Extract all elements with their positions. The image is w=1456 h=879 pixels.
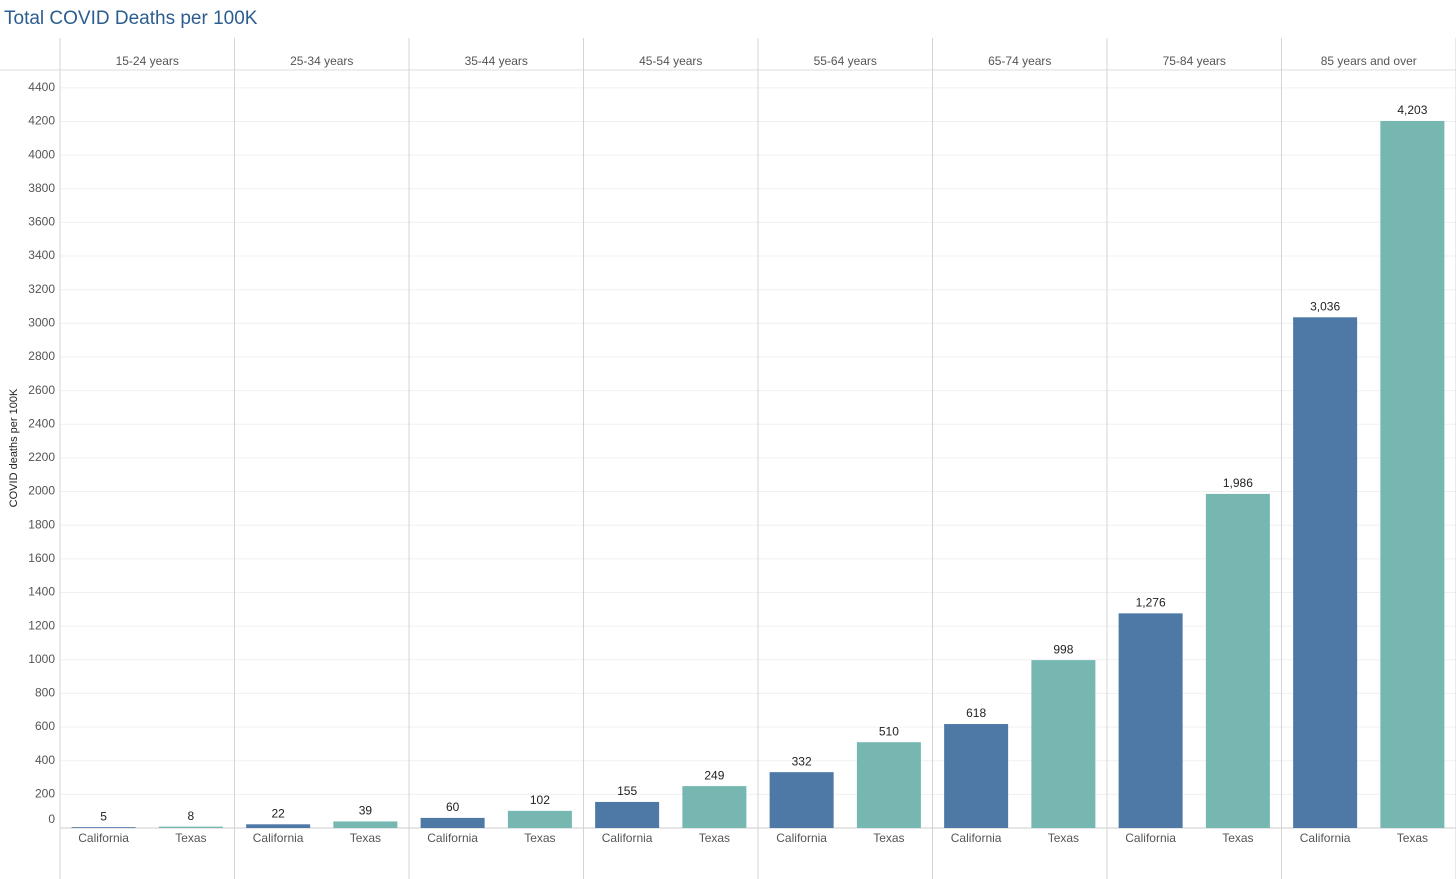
- value-label: 22: [271, 806, 285, 820]
- y-tick-label: 2200: [28, 450, 55, 464]
- value-label: 8: [188, 809, 195, 823]
- y-tick-label: 3400: [28, 248, 55, 262]
- x-tick-label: Texas: [699, 831, 730, 845]
- x-tick-label: Texas: [873, 831, 904, 845]
- x-tick-label: Texas: [175, 831, 206, 845]
- y-tick-label: 3600: [28, 215, 55, 229]
- bar: [1031, 660, 1096, 828]
- y-tick-label: 2800: [28, 349, 55, 363]
- x-tick-label: Texas: [524, 831, 555, 845]
- y-tick-label: 3200: [28, 282, 55, 296]
- value-label: 3,036: [1310, 299, 1340, 313]
- y-tick-label: 2000: [28, 484, 55, 498]
- y-tick-label: 400: [35, 753, 55, 767]
- bar: [158, 826, 223, 828]
- bar: [856, 742, 921, 828]
- value-label: 998: [1053, 642, 1073, 656]
- y-tick-label: 2400: [28, 416, 55, 430]
- y-tick-label: 4400: [28, 80, 55, 94]
- y-tick-label: 3000: [28, 316, 55, 330]
- x-tick-label: Texas: [1397, 831, 1428, 845]
- bar: [420, 817, 485, 828]
- value-label: 1,986: [1223, 476, 1253, 490]
- x-tick-label: California: [427, 831, 478, 845]
- bar: [333, 821, 398, 828]
- value-label: 155: [617, 784, 637, 798]
- value-label: 618: [966, 706, 986, 720]
- y-tick-label: 1600: [28, 551, 55, 565]
- bar: [595, 801, 660, 828]
- x-tick-label: California: [1125, 831, 1176, 845]
- y-tick-label: 1800: [28, 517, 55, 531]
- panel-header: 45-54 years: [639, 54, 702, 68]
- bar: [944, 724, 1009, 828]
- y-tick-label: 1000: [28, 652, 55, 666]
- panel-header: 35-44 years: [465, 54, 528, 68]
- y-tick-label: 200: [35, 787, 55, 801]
- y-tick-label: 600: [35, 719, 55, 733]
- chart-title: Total COVID Deaths per 100K: [4, 8, 258, 29]
- bar: [1118, 613, 1183, 828]
- value-label: 510: [879, 724, 899, 738]
- value-label: 332: [792, 754, 812, 768]
- value-label: 249: [704, 768, 724, 782]
- x-tick-label: California: [776, 831, 827, 845]
- bar: [1293, 317, 1358, 828]
- value-label: 5: [100, 809, 107, 823]
- x-tick-label: California: [951, 831, 1002, 845]
- x-tick-label: Texas: [1048, 831, 1079, 845]
- y-axis-label: COVID deaths per 100K: [8, 388, 20, 507]
- y-tick-label: 0: [48, 812, 55, 826]
- x-tick-label: California: [1300, 831, 1351, 845]
- value-label: 60: [446, 800, 460, 814]
- value-label: 1,276: [1136, 596, 1166, 610]
- bar: [1205, 493, 1270, 828]
- panel-header: 75-84 years: [1163, 54, 1226, 68]
- panel-header: 15-24 years: [116, 54, 179, 68]
- y-tick-label: 1400: [28, 585, 55, 599]
- panel-header: 55-64 years: [814, 54, 877, 68]
- value-label: 39: [359, 804, 373, 818]
- panel-header: 65-74 years: [988, 54, 1051, 68]
- y-tick-label: 800: [35, 686, 55, 700]
- x-tick-label: California: [602, 831, 653, 845]
- y-tick-label: 4000: [28, 147, 55, 161]
- x-tick-label: Texas: [350, 831, 381, 845]
- y-tick-label: 2600: [28, 383, 55, 397]
- bar: [246, 824, 311, 828]
- x-tick-label: California: [253, 831, 304, 845]
- y-tick-label: 1200: [28, 618, 55, 632]
- bar: [682, 786, 747, 828]
- y-tick-label: 4200: [28, 114, 55, 128]
- bar: [769, 772, 834, 828]
- value-label: 4,203: [1397, 103, 1427, 117]
- value-label: 102: [530, 793, 550, 807]
- y-tick-label: 3800: [28, 181, 55, 195]
- panel-header: 85 years and over: [1321, 54, 1417, 68]
- panel-header: 25-34 years: [290, 54, 353, 68]
- bar: [1380, 120, 1445, 829]
- bar: [507, 810, 572, 828]
- x-tick-label: California: [78, 831, 129, 845]
- x-tick-label: Texas: [1222, 831, 1253, 845]
- bar: [71, 827, 136, 828]
